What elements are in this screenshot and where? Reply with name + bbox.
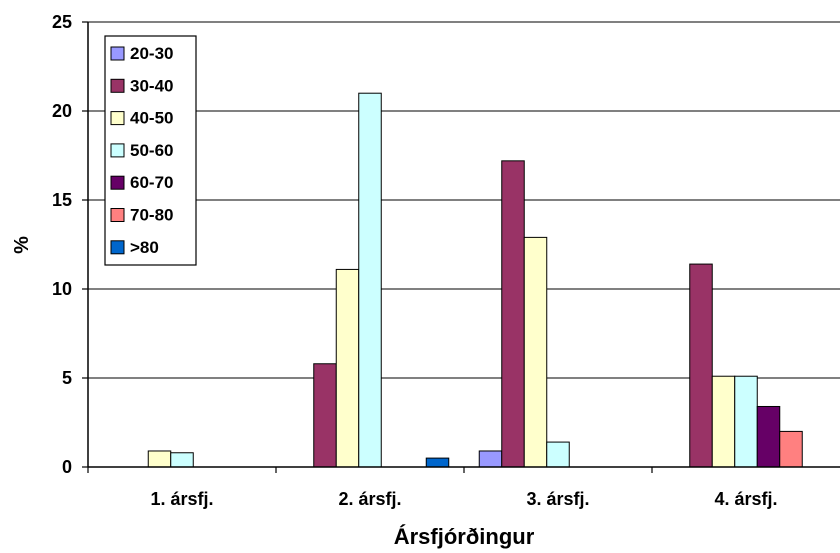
bar (523, 236, 548, 468)
legend-label: 30-40 (130, 76, 173, 95)
bar (756, 405, 781, 468)
y-tick-label: 0 (62, 457, 72, 477)
legend-label: >80 (130, 238, 159, 257)
bar (546, 441, 570, 468)
legend-swatch (110, 46, 125, 61)
legend-swatch (110, 208, 125, 222)
bar (147, 450, 172, 468)
bar (170, 452, 194, 468)
legend-swatch (110, 143, 125, 158)
x-tick-label: 1. ársfj. (150, 489, 213, 509)
x-tick-label: 4. ársfj. (714, 489, 777, 509)
bar (313, 363, 337, 468)
bar (335, 268, 360, 468)
y-tick-label: 5 (62, 368, 72, 388)
y-tick-label: 25 (52, 12, 72, 32)
bar (501, 160, 525, 468)
x-tick-label: 2. ársfj. (338, 489, 401, 509)
legend-swatch (110, 240, 125, 255)
bar (734, 375, 758, 468)
y-tick-label: 20 (52, 101, 72, 121)
bar (689, 263, 713, 468)
legend-label: 60-70 (130, 173, 173, 192)
bar (711, 375, 736, 468)
y-tick-label: 10 (52, 279, 72, 299)
y-tick-label: 15 (52, 190, 72, 210)
bar (779, 430, 803, 468)
legend-swatch (110, 111, 125, 126)
bars (147, 92, 803, 468)
legend-label: 40-50 (130, 109, 173, 128)
y-axis-title: % (11, 236, 33, 254)
legend: 20-30 30-40 40-50 50-60 60-70 70-80 >80 (104, 35, 197, 266)
y-tick-labels: 0 5 10 15 20 25 (52, 12, 72, 477)
bar (478, 450, 503, 468)
x-tick-labels: 1. ársfj. 2. ársfj. 3. ársfj. 4. ársfj. (150, 489, 777, 509)
legend-label: 70-80 (130, 206, 173, 225)
bar (425, 457, 450, 468)
legend-label: 20-30 (130, 44, 173, 63)
axes (87, 22, 840, 468)
x-tick-label: 3. ársfj. (526, 489, 589, 509)
legend-swatch (110, 175, 125, 190)
legend-label: 50-60 (130, 141, 173, 160)
bar (358, 92, 382, 468)
x-axis-title: Ársfjórðingur (394, 524, 535, 549)
legend-swatch (110, 78, 125, 93)
